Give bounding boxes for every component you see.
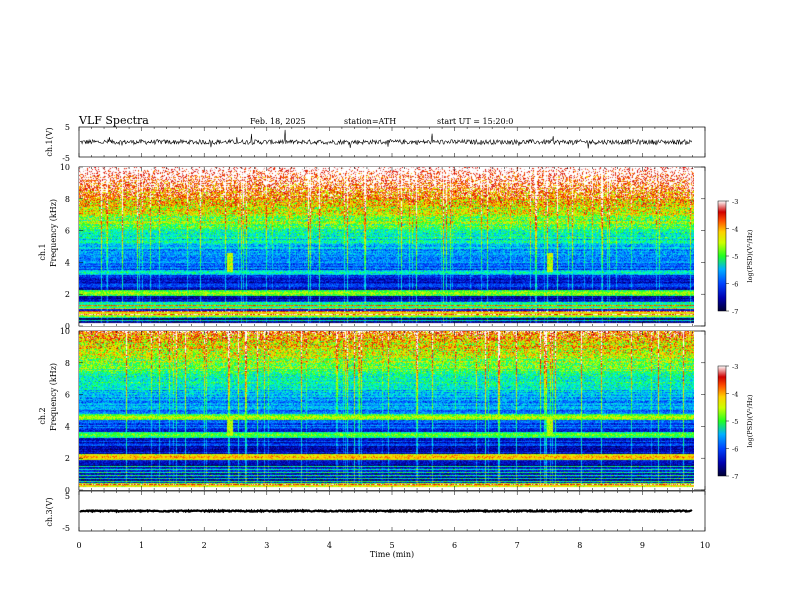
x-tick-label-3: 3 xyxy=(264,541,269,550)
spec1-ytick-0: 0 xyxy=(65,322,70,331)
spec2-ytick-0: 0 xyxy=(65,486,70,495)
ch1-spectrogram-y-ticks: 0 2 4 6 8 10 xyxy=(60,163,705,331)
cb1-tick--6: -6 xyxy=(732,281,738,289)
ch1-ytick-bottom: -5 xyxy=(62,154,70,163)
x-tick-label-2: 2 xyxy=(202,541,207,550)
ch1-waveform-panel: 5 -5 ch.1(V) xyxy=(45,123,706,163)
spec1-ytick-6: 6 xyxy=(65,227,70,236)
ch1-x-ticks xyxy=(78,127,706,157)
cb2-tick--4: -4 xyxy=(732,391,738,399)
cb1-tick--7: -7 xyxy=(732,308,738,316)
ch1-ytick-top: 5 xyxy=(65,123,70,132)
spec2-ytick-6: 6 xyxy=(65,391,70,400)
cb2-tick--6: -6 xyxy=(732,446,738,454)
spec1-ytick-4: 4 xyxy=(65,258,70,267)
cb2-tick--7: -7 xyxy=(732,473,738,481)
ch2-colorbar-gradient xyxy=(717,365,727,477)
spec2-ytick-8: 8 xyxy=(65,359,70,368)
ch3-waveform-trace xyxy=(79,508,693,514)
ch3-ytick-top: 5 xyxy=(65,492,70,501)
ch2-spectrogram-x-ticks xyxy=(78,331,706,490)
ch3-waveform-panel: 5 -5 ch.3(V) xyxy=(45,490,706,533)
ch2-colorbar: -3 -4 -5 -6 -7 log(PSD)(V²/Hz) xyxy=(717,363,754,481)
ch2-colorbar-label: log(PSD)(V²/Hz) xyxy=(746,394,754,447)
x-tick-label-9: 9 xyxy=(640,541,645,550)
x-tick-label-10: 10 xyxy=(700,541,710,550)
cb1-tick--3: -3 xyxy=(732,198,738,206)
ch3-x-ticks xyxy=(78,491,706,531)
x-tick-label-8: 8 xyxy=(577,541,582,550)
ch1-colorbar-gradient xyxy=(717,200,727,312)
ch2-spectrogram-panel: 0 2 4 6 8 10 ch.2 Frequency (kHz) xyxy=(38,327,706,495)
cb1-tick--5: -5 xyxy=(732,253,738,261)
ch1-colorbar-label: log(PSD)(V²/Hz) xyxy=(746,229,754,282)
x-axis-tick-labels: 0 1 2 3 4 5 6 7 8 9 10 xyxy=(76,541,710,550)
ch2-spectrogram-ylabel: Frequency (kHz) xyxy=(49,363,58,431)
ch1-colorbar: -3 -4 -5 -6 -7 log(PSD)(V²/Hz) xyxy=(717,198,754,316)
x-tick-label-5: 5 xyxy=(389,541,394,550)
x-axis-label: Time (min) xyxy=(370,550,414,559)
ch1-waveform-trace xyxy=(79,129,693,149)
spec1-ytick-8: 8 xyxy=(65,195,70,204)
ch1-spectrogram-ylabel: Frequency (kHz) xyxy=(49,199,58,267)
ch1-ylabel: ch.1(V) xyxy=(45,127,54,156)
ch1-spectrogram-image xyxy=(79,167,694,326)
ch2-colorbar-ticks: -3 -4 -5 -6 -7 xyxy=(726,363,738,481)
ch2-spectrogram-image xyxy=(79,331,694,490)
x-tick-label-7: 7 xyxy=(515,541,520,550)
spec1-ytick-10: 10 xyxy=(60,163,70,172)
ch1-spectrogram-ylabel-top: ch.1 xyxy=(38,243,47,260)
spec2-ytick-2: 2 xyxy=(65,454,70,463)
spec2-ytick-4: 4 xyxy=(65,422,70,431)
station-label: station=ATH xyxy=(344,117,396,126)
spec2-ytick-10: 10 xyxy=(60,327,70,336)
x-tick-label-0: 0 xyxy=(76,541,81,550)
ch3-ytick-bottom: -5 xyxy=(62,524,70,533)
figure-title: VLF Spectra xyxy=(78,114,149,127)
ch1-colorbar-ticks: -3 -4 -5 -6 -7 xyxy=(726,198,738,316)
ch1-spectrogram-panel: 0 2 4 6 8 10 ch.1 Frequency (kHz) xyxy=(38,163,706,331)
spec1-ytick-2: 2 xyxy=(65,290,70,299)
x-tick-label-4: 4 xyxy=(327,541,332,550)
ch2-spectrogram-ylabel-top: ch.2 xyxy=(38,407,47,424)
ch1-spectrogram-x-ticks xyxy=(78,167,706,326)
ch2-spectrogram-y-ticks: 0 2 4 6 8 10 xyxy=(60,327,705,495)
cb2-tick--3: -3 xyxy=(732,363,738,371)
x-tick-label-6: 6 xyxy=(452,541,457,550)
ch3-ylabel: ch.3(V) xyxy=(45,497,54,526)
date-label: Feb. 18, 2025 xyxy=(250,117,306,126)
x-tick-label-1: 1 xyxy=(139,541,144,550)
cb1-tick--4: -4 xyxy=(732,226,738,234)
cb2-tick--5: -5 xyxy=(732,418,738,426)
start-ut-label: start UT = 15:20:0 xyxy=(437,117,513,126)
